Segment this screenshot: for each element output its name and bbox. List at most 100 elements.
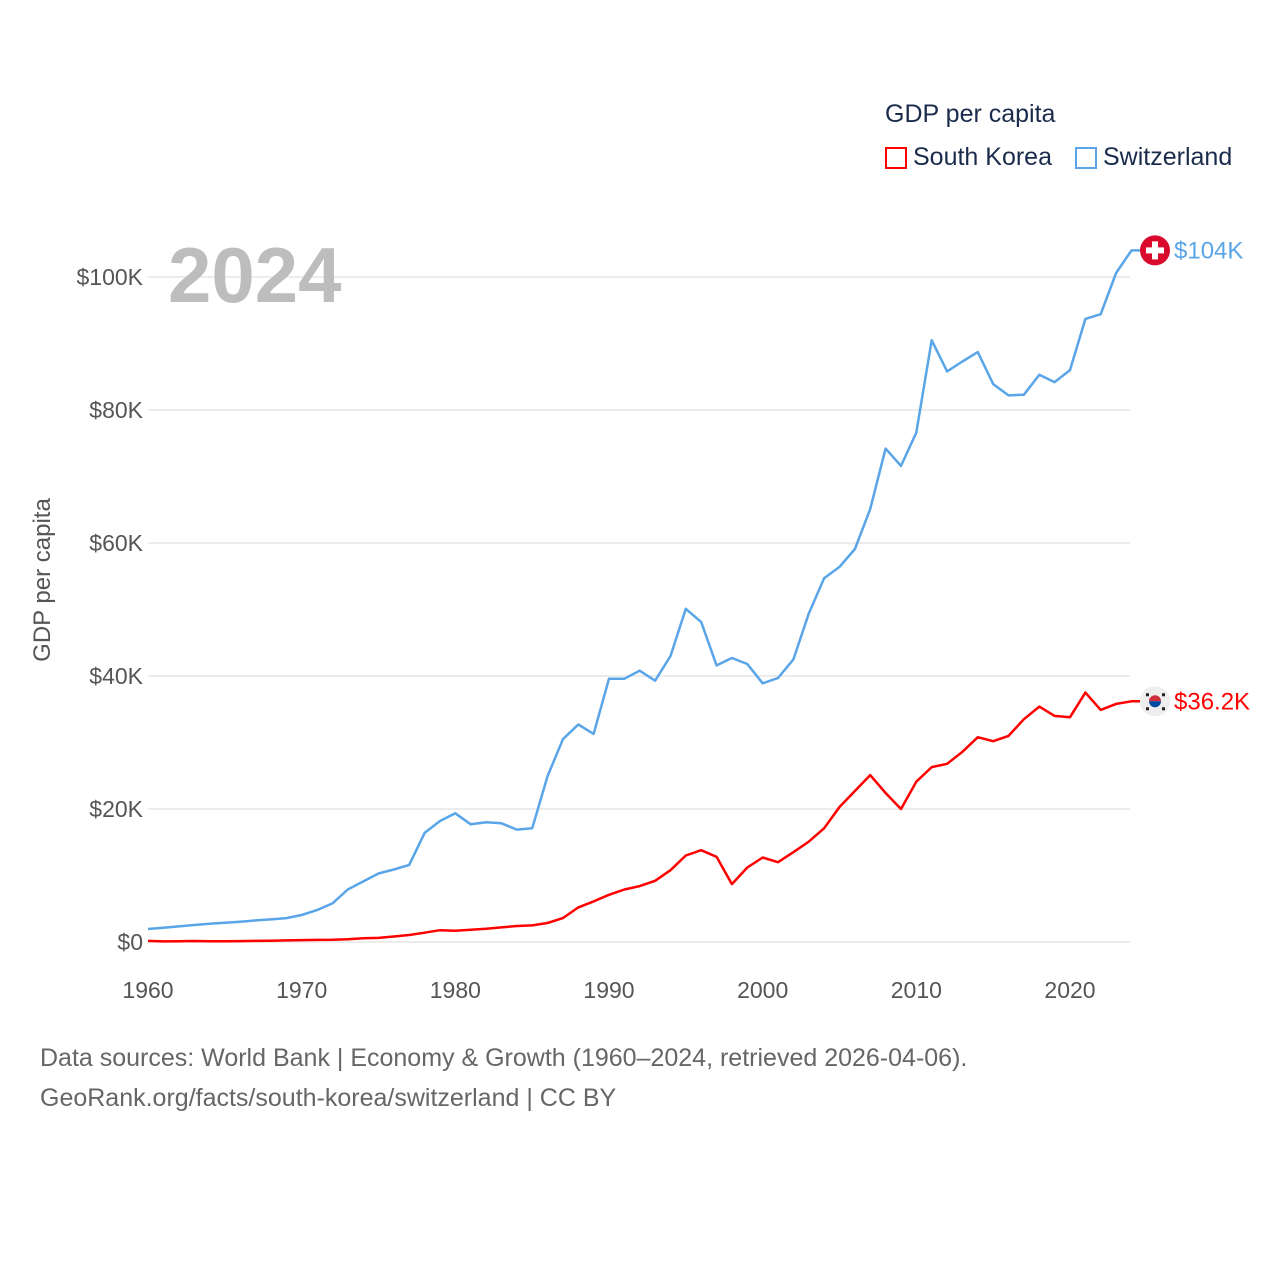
data-point-switzerland <box>1082 316 1088 322</box>
data-point-south-korea <box>452 928 458 934</box>
legend-label: South Korea <box>913 143 1052 171</box>
data-point-south-korea <box>237 938 243 944</box>
data-point-switzerland <box>714 662 720 668</box>
data-point-switzerland <box>560 736 566 742</box>
legend-swatch-switzerland <box>1075 146 1097 169</box>
data-point-switzerland <box>867 506 873 512</box>
data-point-south-korea <box>790 849 796 855</box>
legend-swatch-south-korea <box>885 146 907 169</box>
data-point-switzerland <box>591 731 597 737</box>
data-point-south-korea <box>514 923 520 929</box>
data-point-south-korea <box>883 790 889 796</box>
data-point-south-korea <box>1067 714 1073 720</box>
data-point-switzerland <box>145 926 151 932</box>
data-point-switzerland <box>790 656 796 662</box>
data-point-south-korea <box>667 867 673 873</box>
data-point-switzerland <box>821 575 827 581</box>
y-tick-label: $80K <box>89 397 143 423</box>
data-point-south-korea <box>145 938 151 944</box>
x-axis-ticks: 1960 1970 1980 1990 2000 2010 2020 <box>122 977 1095 1003</box>
x-tick-label: 1960 <box>122 977 173 1003</box>
legend-item-switzerland[interactable]: Switzerland <box>1075 143 1232 172</box>
data-point-south-korea <box>314 937 320 943</box>
data-point-south-korea <box>591 898 597 904</box>
data-point-south-korea <box>483 926 489 932</box>
data-point-switzerland <box>729 655 735 661</box>
legend-item-south-korea[interactable]: South Korea <box>885 143 1052 172</box>
footer-sources: Data sources: World Bank | Economy & Gro… <box>40 1044 968 1072</box>
data-point-south-korea <box>621 886 627 892</box>
y-tick-label: $60K <box>89 530 143 556</box>
x-tick-label: 2010 <box>891 977 942 1003</box>
data-point-south-korea <box>1006 733 1012 739</box>
data-point-switzerland <box>468 821 474 827</box>
data-point-south-korea <box>867 772 873 778</box>
series-lines <box>145 247 1140 944</box>
data-point-south-korea <box>1036 704 1042 710</box>
data-point-south-korea <box>560 915 566 921</box>
footer-link[interactable]: GeoRank.org/facts/south-korea/switzerlan… <box>40 1084 617 1112</box>
data-point-south-korea <box>176 938 182 944</box>
data-point-south-korea <box>253 938 259 944</box>
data-point-switzerland <box>253 917 259 923</box>
legend-title: GDP per capita <box>885 100 1056 128</box>
data-point-switzerland <box>1052 379 1058 385</box>
data-point-south-korea <box>990 738 996 744</box>
data-point-south-korea <box>898 806 904 812</box>
data-point-switzerland <box>1098 311 1104 317</box>
x-tick-label: 2020 <box>1044 977 1095 1003</box>
data-point-switzerland <box>898 463 904 469</box>
data-point-south-korea <box>637 883 643 889</box>
data-point-switzerland <box>744 661 750 667</box>
data-point-switzerland <box>160 925 166 931</box>
data-point-south-korea <box>345 936 351 942</box>
y-tick-label: $20K <box>89 796 143 822</box>
data-point-south-korea <box>760 855 766 861</box>
x-tick-label: 1990 <box>583 977 634 1003</box>
series-line-south-korea <box>147 691 1140 943</box>
data-point-south-korea <box>913 779 919 785</box>
data-point-south-korea <box>529 922 535 928</box>
data-point-south-korea <box>775 859 781 865</box>
end-labels: $36.2K $104K <box>1140 235 1250 717</box>
data-point-switzerland <box>514 827 520 833</box>
data-point-switzerland <box>498 820 504 826</box>
year-watermark: 2024 <box>168 231 342 319</box>
data-point-switzerland <box>852 546 858 552</box>
data-point-south-korea <box>299 937 305 943</box>
data-point-south-korea <box>283 937 289 943</box>
data-point-south-korea <box>698 847 704 853</box>
series-line-switzerland <box>147 249 1140 931</box>
data-point-south-korea <box>683 853 689 859</box>
data-point-south-korea <box>1128 698 1134 704</box>
gridlines <box>148 276 1130 943</box>
data-point-south-korea <box>1082 690 1088 696</box>
data-point-south-korea <box>975 734 981 740</box>
data-point-switzerland <box>913 430 919 436</box>
data-point-south-korea <box>406 932 412 938</box>
data-point-switzerland <box>299 912 305 918</box>
data-point-switzerland <box>621 676 627 682</box>
data-point-south-korea <box>422 930 428 936</box>
data-point-switzerland <box>606 676 612 682</box>
y-tick-label: $40K <box>89 663 143 689</box>
data-point-south-korea <box>545 920 551 926</box>
data-point-switzerland <box>652 678 658 684</box>
data-point-switzerland <box>990 381 996 387</box>
data-point-switzerland <box>529 825 535 831</box>
data-point-south-korea <box>652 878 658 884</box>
data-point-switzerland <box>483 819 489 825</box>
data-point-south-korea <box>806 839 812 845</box>
data-point-switzerland <box>176 923 182 929</box>
data-point-south-korea <box>1113 701 1119 707</box>
data-point-south-korea <box>391 933 397 939</box>
y-axis-title: GDP per capita <box>29 498 56 662</box>
data-point-south-korea <box>744 865 750 871</box>
data-point-switzerland <box>452 810 458 816</box>
data-point-south-korea <box>329 937 335 943</box>
end-label-south-korea: $36.2K <box>1174 688 1250 715</box>
south-korea-flag-icon <box>1140 686 1170 717</box>
data-point-switzerland <box>1128 247 1134 253</box>
data-point-switzerland <box>345 886 351 892</box>
data-point-south-korea <box>160 938 166 944</box>
